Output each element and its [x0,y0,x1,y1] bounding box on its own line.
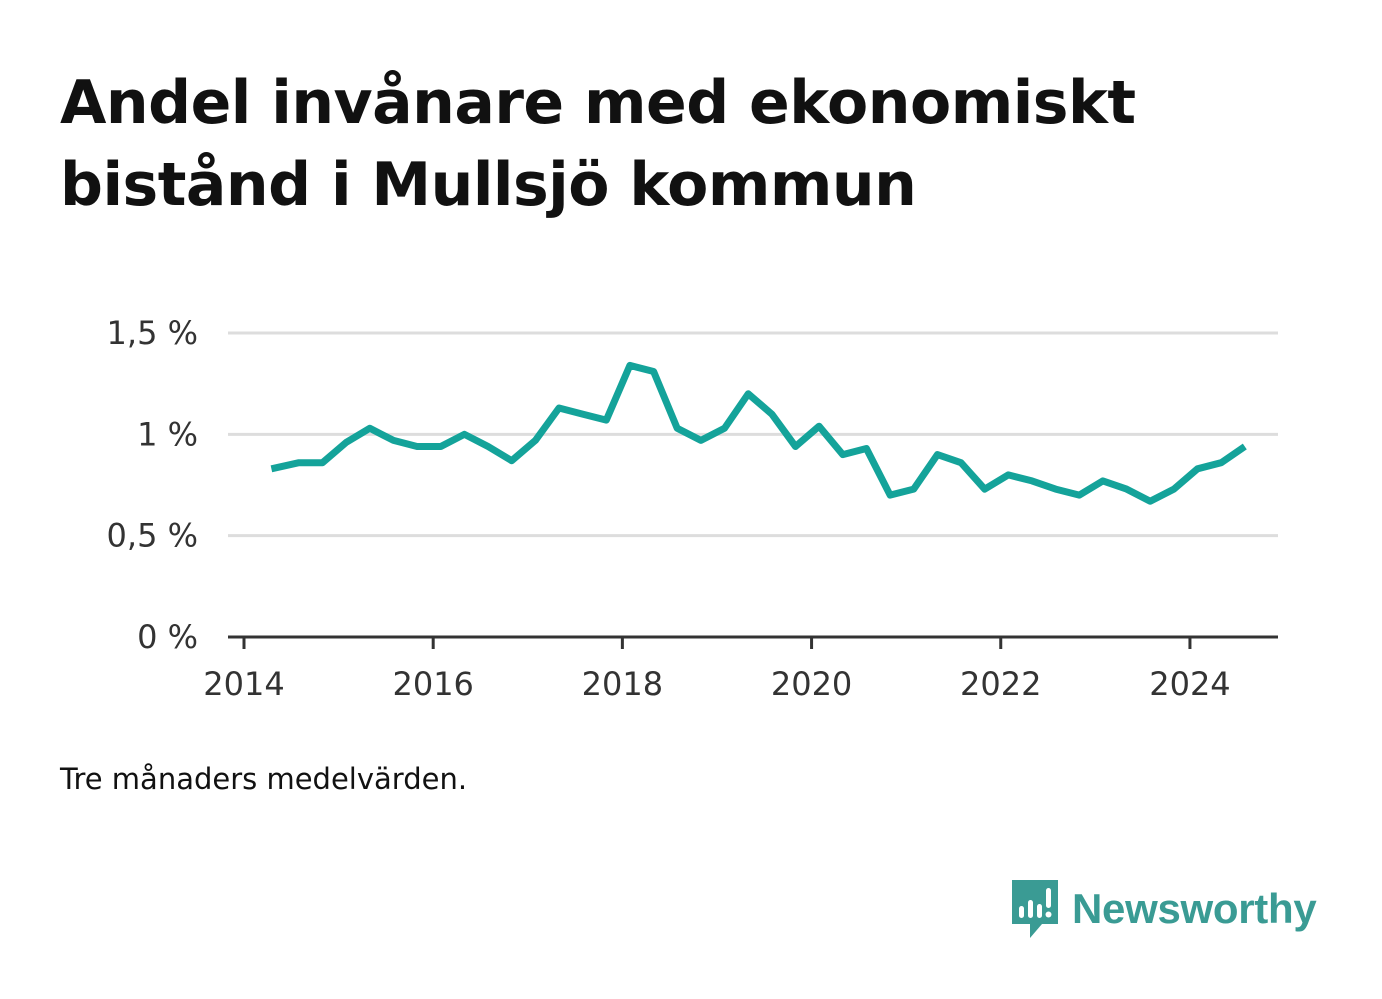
data-point [511,460,513,462]
data-point [960,462,962,464]
data-point [416,445,418,447]
data-point [1031,480,1033,482]
data-point [889,494,891,496]
data-point [653,371,655,373]
data-point [345,441,347,443]
series-group [270,361,1247,505]
y-tick-label: 1 % [137,415,198,453]
x-axis-tick-labels: 2014 2016 2018 2020 2022 2024 [203,665,1230,703]
data-point [913,488,915,490]
data-point [1078,494,1080,496]
data-point [270,468,272,470]
data-point [1149,500,1151,502]
data-point [984,488,986,490]
brand-name: Newsworthy [1072,885,1317,932]
data-point [298,462,300,464]
data-point [1007,474,1009,476]
data-point [842,454,844,456]
data-point [1173,488,1175,490]
brand-logo: Newsworthy [1010,878,1317,940]
data-point [936,454,938,456]
data-point [440,445,442,447]
data-point [676,427,678,429]
series-line [270,361,1247,505]
y-axis-tick-labels: 0 % 0,5 % 1 % 1,5 % [107,314,198,656]
chart-title: Andel invånare med ekonomiskt bistånd i … [60,68,1136,220]
gridlines [228,331,1278,538]
x-tick-label: 2022 [960,665,1041,703]
y-tick-label: 0 % [137,618,198,656]
data-point [369,427,371,429]
x-tick-label: 2018 [582,665,663,703]
data-point [771,413,773,415]
data-point [1244,445,1246,447]
data-point [747,393,749,395]
data-point [724,427,726,429]
data-point [629,364,631,366]
data-point [463,433,465,435]
data-point [818,425,820,427]
newsworthy-logo-icon [1012,880,1058,938]
data-point [392,439,394,441]
data-point [322,462,324,464]
data-point [1126,488,1128,490]
data-point [1220,462,1222,464]
x-tick-label: 2014 [203,665,284,703]
data-point [605,419,607,421]
chart-note: Tre månaders medelvärden. [60,762,468,796]
data-point [534,439,536,441]
data-point [865,448,867,450]
data-point [1102,480,1104,482]
data-point [794,445,796,447]
data-point [558,407,560,409]
x-tick-label: 2016 [392,665,473,703]
y-tick-label: 1,5 % [107,314,198,352]
x-tick-label: 2024 [1149,665,1230,703]
data-point [1197,468,1199,470]
x-tick-label: 2020 [771,665,852,703]
data-point [582,413,584,415]
data-point [700,439,702,441]
data-point [487,445,489,447]
data-point [1055,488,1057,490]
x-axis-tick-marks [242,637,1192,649]
y-tick-label: 0,5 % [107,517,198,555]
